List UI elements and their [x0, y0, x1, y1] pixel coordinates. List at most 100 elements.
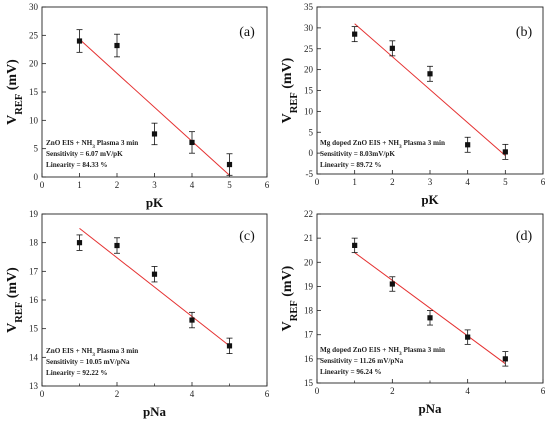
- y-tick-label: 20: [304, 65, 314, 75]
- y-tick-label: 15: [29, 324, 39, 334]
- y-tick-label: 22: [304, 209, 313, 219]
- data-point: [76, 38, 83, 44]
- x-tick-label: 6: [265, 389, 270, 399]
- x-tick-label: 4: [465, 177, 470, 187]
- annotation-line: Mg doped ZnO EIS + NH3 Plasma 3 min: [320, 139, 445, 150]
- y-tick-label: 15: [304, 378, 314, 388]
- x-tick-label: 0: [315, 386, 320, 396]
- y-tick-label: 30: [304, 23, 314, 33]
- data-point: [76, 240, 83, 246]
- annotation-line: Linearity = 89.72 %: [320, 161, 382, 169]
- fit-line: [79, 227, 230, 347]
- y-tick-label: 18: [304, 306, 314, 316]
- data-point: [189, 139, 195, 146]
- annotation-line: Mg doped ZnO EIS + NH3 Plasma 3 min: [320, 346, 445, 357]
- data-point: [465, 142, 471, 148]
- y-tick-label: 30: [29, 2, 39, 12]
- panel-label: (c): [239, 229, 255, 244]
- y-tick-label: 14: [29, 352, 39, 362]
- panel-c: 0 2 4 6 13 14 15 16 17 18 19 (c) ZnO EIS + NH3 Plasm…: [5, 209, 270, 419]
- panel-label: (a): [239, 25, 255, 40]
- data-point: [352, 242, 358, 248]
- annotation-line: Sensitivity = 11.26 mV/pNa: [320, 357, 404, 365]
- x-tick-label: 4: [190, 389, 195, 399]
- annotation-line: Sensitivity = 8.03mV/pK: [320, 150, 395, 158]
- data-point: [151, 271, 158, 277]
- x-tick-label: 4: [190, 180, 195, 190]
- data-point: [226, 161, 233, 168]
- x-tick-label: 3: [152, 180, 157, 190]
- y-tick-label: 16: [304, 354, 314, 364]
- y-tick-label: -5: [306, 169, 314, 179]
- annotation-line: Sensitivity = 10.05 mV/pNa: [46, 358, 130, 366]
- x-tick-label: 1: [352, 177, 357, 187]
- y-tick-label: 10: [304, 106, 314, 116]
- x-tick-label: 5: [503, 177, 508, 187]
- y-tick-label: 17: [304, 330, 314, 340]
- plot-frame: [316, 6, 544, 175]
- y-tick-label: 18: [29, 238, 39, 248]
- x-tick-label: 2: [115, 180, 120, 190]
- x-tick-label: 2: [390, 177, 395, 187]
- x-tick-label: 6: [265, 180, 270, 190]
- data-point: [114, 242, 120, 249]
- y-tick-label: 0: [309, 148, 314, 158]
- data-point: [352, 31, 358, 37]
- data-point: [189, 317, 195, 323]
- y-tick-label: 25: [29, 30, 39, 40]
- x-tick-label: 4: [465, 386, 470, 396]
- annotation-line: ZnO EIS + NH3 Plasma 3 min: [46, 347, 138, 358]
- y-tick-label: 20: [29, 59, 39, 69]
- x-tick-label: 0: [40, 389, 45, 399]
- y-tick-label: 19: [29, 209, 39, 219]
- y-axis-label: VREF (mV): [5, 59, 25, 125]
- y-tick-label: 0: [34, 172, 39, 182]
- annotation-line: Linearity = 84.33 %: [46, 161, 108, 169]
- y-tick-label: 15: [304, 86, 314, 96]
- x-tick-label: 0: [315, 177, 320, 187]
- panel-d: 0 2 4 6 15 16 17 18 19 20 21 22 (d) Mg doped ZnO EIS …: [280, 209, 546, 416]
- x-tick-label: 3: [428, 177, 433, 187]
- annotation-line: Linearity = 96.24 %: [320, 368, 382, 376]
- data-point: [226, 343, 233, 349]
- fit-line: [354, 23, 506, 157]
- panel-label: (d): [516, 229, 533, 244]
- x-tick-label: 6: [541, 386, 546, 396]
- data-point: [151, 131, 158, 137]
- y-tick-label: 15: [29, 87, 39, 97]
- data-point: [502, 149, 508, 155]
- y-tick-label: 10: [29, 115, 39, 125]
- y-tick-label: 21: [304, 233, 313, 243]
- data-point: [427, 71, 433, 77]
- annotation-line: ZnO EIS + NH3 Plasma 3 min: [46, 139, 138, 150]
- data-point: [502, 356, 508, 362]
- y-tick-label: 20: [304, 257, 314, 267]
- panel-label: (b): [516, 25, 533, 40]
- annotation-line: Linearity = 92.22 %: [46, 369, 108, 377]
- y-tick-label: 25: [304, 44, 314, 54]
- x-tick-label: 2: [390, 386, 395, 396]
- y-tick-label: 16: [29, 295, 39, 305]
- x-tick-label: 2: [115, 389, 120, 399]
- y-axis-label: VREF (mV): [280, 265, 300, 331]
- data-point: [389, 281, 395, 287]
- x-axis-label: pK: [421, 192, 439, 207]
- y-axis-label: VREF (mV): [280, 57, 300, 123]
- data-point: [114, 42, 120, 49]
- y-tick-label: 35: [304, 2, 314, 12]
- y-tick-label: 5: [34, 144, 39, 154]
- annotation-line: Sensitivity = 6.07 mV/pK: [46, 150, 123, 158]
- data-point: [389, 45, 395, 51]
- x-tick-label: 6: [541, 177, 546, 187]
- y-tick-label: 13: [29, 381, 39, 391]
- x-axis-label: pNa: [418, 401, 442, 416]
- data-point: [465, 334, 471, 340]
- x-tick-label: 1: [77, 180, 82, 190]
- x-axis-label: pK: [146, 195, 164, 210]
- panel-a: 0 1 2 3 4 5 6 0 5 10 15 20 25 30 (a) ZnO EIS + NH3 Plas…: [5, 2, 270, 210]
- y-tick-label: 5: [309, 127, 314, 137]
- data-point: [427, 315, 433, 321]
- y-axis-label: VREF (mV): [5, 267, 25, 333]
- fit-line: [354, 252, 506, 365]
